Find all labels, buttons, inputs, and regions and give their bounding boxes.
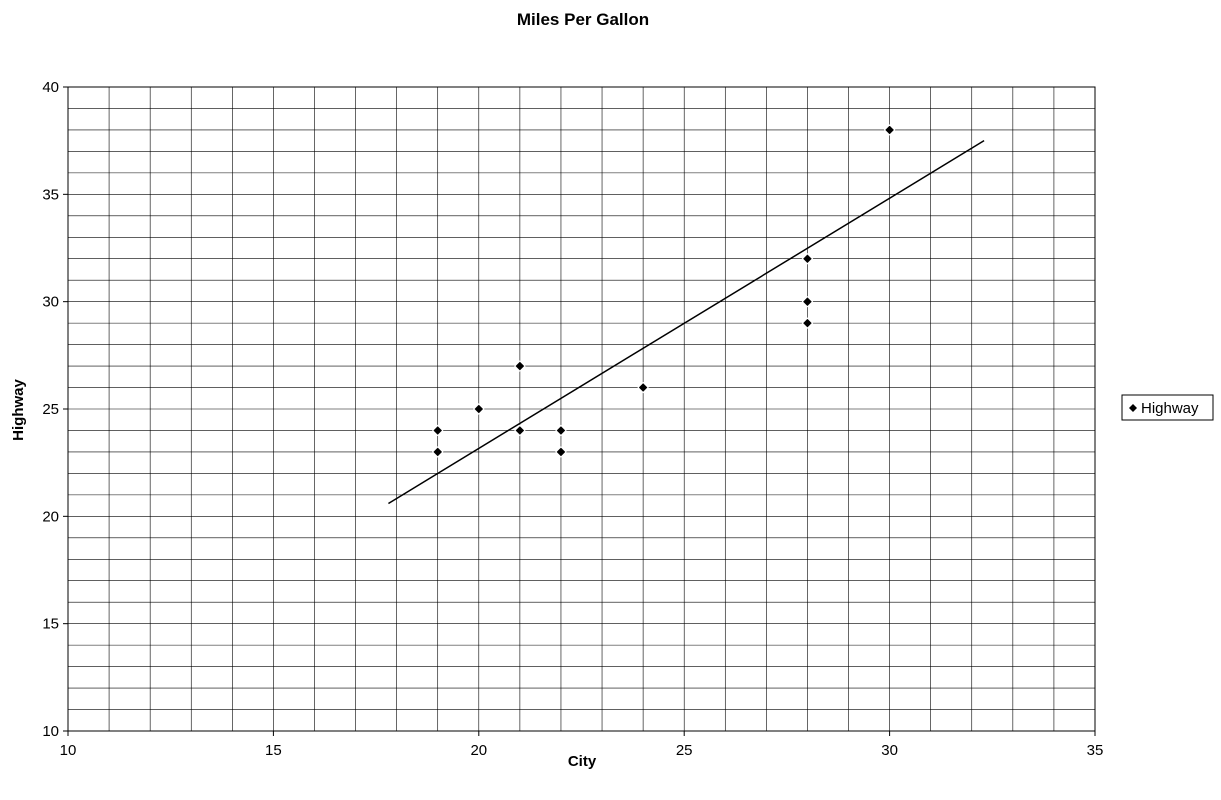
grid xyxy=(67,86,1096,732)
y-tick-label: 40 xyxy=(42,79,59,96)
y-tick-label: 35 xyxy=(42,186,59,203)
data-point xyxy=(432,424,444,437)
x-tick-label: 25 xyxy=(676,742,693,759)
legend-box xyxy=(1121,394,1214,421)
trendline xyxy=(388,140,985,505)
y-tick-label: 15 xyxy=(42,616,59,633)
legend: Highway xyxy=(1121,394,1214,421)
legend-label: Highway xyxy=(1141,400,1199,417)
tick-labels: 10 15 20 25 30 35 10 15 20 25 30 35 40 xyxy=(42,79,1103,759)
data-points xyxy=(432,124,896,458)
data-point xyxy=(473,403,485,415)
data-point xyxy=(514,424,526,437)
data-point xyxy=(883,124,896,136)
x-tick-label: 10 xyxy=(60,742,77,759)
data-point xyxy=(514,360,526,372)
y-tick-label: 30 xyxy=(42,294,59,311)
y-axis-title: Highway xyxy=(10,379,27,441)
data-point xyxy=(555,424,567,437)
x-tick-label: 20 xyxy=(470,742,487,759)
legend-marker-diamond-icon xyxy=(1129,404,1137,412)
y-tick-label: 20 xyxy=(42,508,59,525)
x-axis-title: City xyxy=(568,753,597,770)
data-point xyxy=(637,381,649,394)
x-tick-label: 35 xyxy=(1087,742,1104,759)
data-point xyxy=(801,253,814,265)
data-point xyxy=(432,446,444,458)
y-tick-label: 10 xyxy=(42,723,59,740)
data-point xyxy=(801,295,814,308)
x-tick-label: 30 xyxy=(881,742,898,759)
x-tick-label: 15 xyxy=(265,742,282,759)
data-point xyxy=(555,446,567,458)
chart-title: Miles Per Gallon xyxy=(517,10,649,29)
y-tick-label: 25 xyxy=(42,401,59,418)
data-point xyxy=(801,317,814,329)
